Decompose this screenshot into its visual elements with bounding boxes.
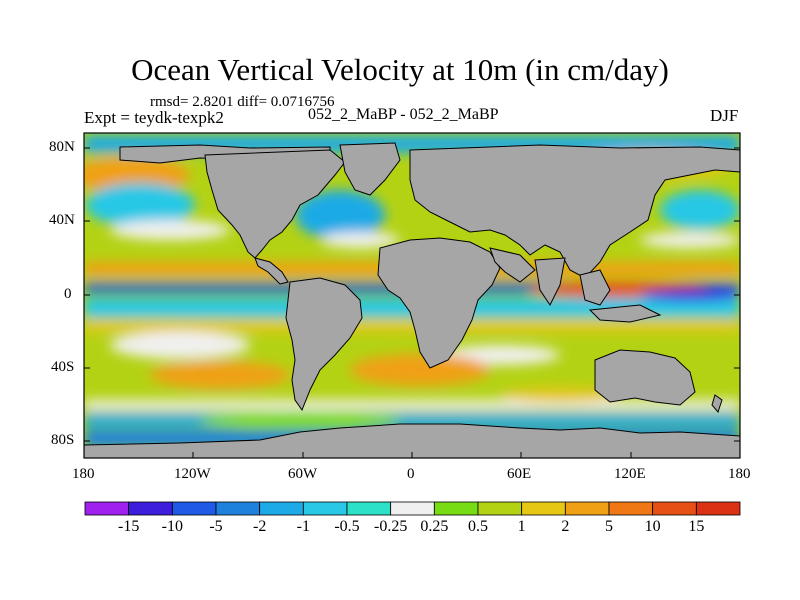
colorbar-swatch <box>259 501 304 516</box>
colorbar-swatch <box>433 501 479 516</box>
colorbar-label: 0.5 <box>468 518 488 535</box>
colorbar-label: -0.25 <box>373 518 408 535</box>
land-masses <box>84 142 740 458</box>
lon-label-60e: 60E <box>507 466 532 482</box>
lon-label-0: 0 <box>407 466 415 482</box>
colorbar-label: 0.25 <box>420 518 449 535</box>
colorbar-swatch <box>564 501 610 516</box>
colorbar-label: -1 <box>296 518 310 535</box>
lat-label-0: 0 <box>64 286 72 302</box>
colorbar-swatch <box>608 501 654 516</box>
experiment-label: Expt = teydk-texpk2 <box>84 108 224 127</box>
lon-label-180e: 180 <box>728 466 751 482</box>
lat-label-40n: 40N <box>49 212 75 228</box>
colorbar-swatch <box>390 501 435 516</box>
colorbar-swatch <box>84 501 130 516</box>
colorbar-label: 2 <box>561 518 570 535</box>
colorbar-swatch <box>346 501 392 516</box>
colorbar-swatch <box>477 501 523 516</box>
colorbar-label: 5 <box>605 518 613 535</box>
colorbar-label: -5 <box>209 518 223 535</box>
lon-label-180w: 180 <box>72 466 95 482</box>
colorbar-label: 15 <box>688 518 705 535</box>
colorbar-swatch <box>521 501 566 516</box>
lon-label-120w: 120W <box>174 466 211 482</box>
ocean-field <box>84 133 740 458</box>
rmsd-stats: rmsd= 2.8201 diff= 0.0716756 <box>150 94 335 110</box>
season-label: DJF <box>710 106 739 125</box>
colorbar-label: -15 <box>117 518 140 535</box>
colorbar-swatch <box>128 501 173 516</box>
colorbar-swatch <box>652 501 697 516</box>
colorbar-swatch <box>171 501 217 516</box>
colorbar-swatch <box>695 501 741 516</box>
x-axis <box>83 452 741 458</box>
colorbar-label: -10 <box>161 518 183 535</box>
lon-label-60w: 60W <box>288 466 318 482</box>
colorbar-swatch <box>215 501 261 516</box>
colorbar-swatch <box>302 501 348 516</box>
colorbar-label: -0.5 <box>334 518 360 535</box>
plot-title: Ocean Vertical Velocity at 10m (in cm/da… <box>131 52 669 87</box>
lat-label-80s: 80S <box>51 432 75 448</box>
colorbar-label: 10 <box>644 518 661 535</box>
colorbar-label: 1 <box>517 518 526 535</box>
comparison-label: 052_2_MaBP - 052_2_MaBP <box>308 106 499 123</box>
y-axis <box>84 147 740 442</box>
lat-label-80n: 80N <box>49 139 75 155</box>
lat-label-40s: 40S <box>51 359 75 375</box>
colorbar <box>84 501 741 516</box>
colorbar-label: -2 <box>252 518 267 535</box>
lon-label-120e: 120E <box>614 466 646 482</box>
